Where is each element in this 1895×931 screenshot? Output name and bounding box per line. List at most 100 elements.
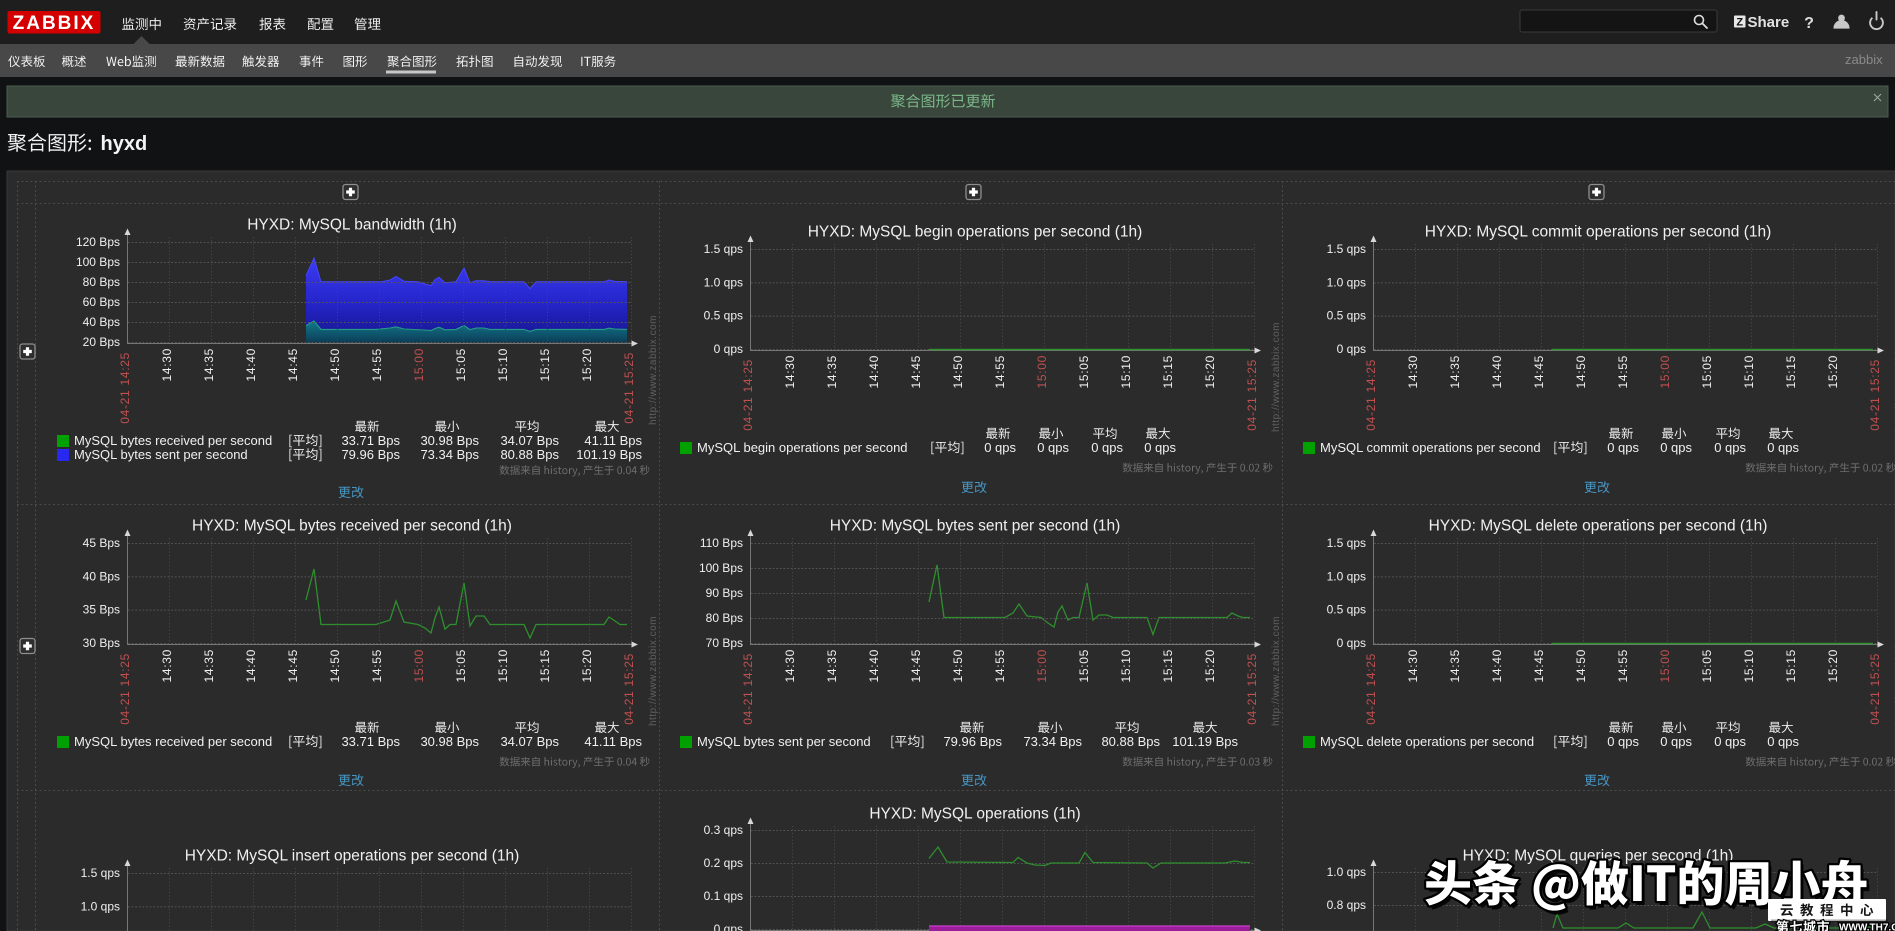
svg-text:45 Bps: 45 Bps — [83, 536, 120, 550]
svg-text:HYXD: MySQL commit operations: HYXD: MySQL commit operations per second… — [1425, 224, 1772, 241]
svg-text:15:15: 15:15 — [1161, 649, 1175, 683]
svg-text:HYXD: MySQL begin operations p: HYXD: MySQL begin operations per second … — [808, 224, 1143, 241]
svg-text:15:05: 15:05 — [1077, 355, 1091, 389]
svg-text:04-21 14:25: 04-21 14:25 — [118, 352, 132, 424]
svg-text:15:00: 15:00 — [1658, 649, 1672, 683]
svg-text:0 qps: 0 qps — [1714, 734, 1746, 749]
svg-text:15:00: 15:00 — [1658, 355, 1672, 389]
svg-text:15:15: 15:15 — [538, 348, 552, 382]
svg-text:0.1 qps: 0.1 qps — [704, 889, 743, 903]
svg-text:0.5 qps: 0.5 qps — [1327, 603, 1366, 617]
svg-text:30.98 Bps: 30.98 Bps — [420, 433, 479, 448]
svg-text:14:50: 14:50 — [328, 649, 342, 683]
svg-text:101.19 Bps: 101.19 Bps — [1172, 734, 1238, 749]
svg-text:MySQL begin operations per sec: MySQL begin operations per second — [697, 440, 908, 455]
svg-text:15:05: 15:05 — [1700, 355, 1714, 389]
svg-text:14:30: 14:30 — [1406, 355, 1420, 389]
svg-text:14:50: 14:50 — [1574, 649, 1588, 683]
svg-text:15:10: 15:10 — [496, 348, 510, 382]
svg-text:14:30: 14:30 — [783, 355, 797, 389]
svg-text:1.5 qps: 1.5 qps — [81, 866, 120, 880]
svg-text:15:05: 15:05 — [1077, 649, 1091, 683]
svg-text:0.3 qps: 0.3 qps — [704, 823, 743, 837]
svg-text:15:20: 15:20 — [580, 649, 594, 683]
svg-text:14:50: 14:50 — [1574, 355, 1588, 389]
svg-text:14:45: 14:45 — [286, 348, 300, 382]
svg-text:80 Bps: 80 Bps — [83, 275, 120, 289]
svg-text:1.0 qps: 1.0 qps — [1327, 275, 1366, 289]
svg-text:15:20: 15:20 — [1826, 649, 1840, 683]
svg-text:0 qps: 0 qps — [1091, 440, 1123, 455]
svg-text:1.5 qps: 1.5 qps — [704, 242, 743, 256]
svg-text:04-21 14:25: 04-21 14:25 — [1364, 653, 1378, 725]
svg-text:15:20: 15:20 — [580, 348, 594, 382]
svg-text:15:05: 15:05 — [454, 348, 468, 382]
svg-text:14:45: 14:45 — [909, 355, 923, 389]
svg-text:HYXD: MySQL bytes sent per sec: HYXD: MySQL bytes sent per second (1h) — [830, 518, 1121, 535]
svg-text:HYXD: MySQL queries per second: HYXD: MySQL queries per second (1h) — [1463, 848, 1734, 865]
svg-text:33.71 Bps: 33.71 Bps — [341, 734, 400, 749]
svg-text:http://www.zabbix.com: http://www.zabbix.com — [1271, 616, 1282, 726]
svg-text:0 qps: 0 qps — [1337, 636, 1366, 650]
svg-text:15:15: 15:15 — [1161, 355, 1175, 389]
svg-text:73.34 Bps: 73.34 Bps — [420, 447, 479, 462]
svg-text:1.0 qps: 1.0 qps — [81, 899, 120, 913]
svg-text:MySQL bytes received per secon: MySQL bytes received per second — [74, 734, 272, 749]
svg-text:14:55: 14:55 — [1616, 355, 1630, 389]
svg-text:15:15: 15:15 — [1784, 355, 1798, 389]
svg-text:ZABBIX: ZABBIX — [13, 13, 96, 34]
svg-text:80.88 Bps: 80.88 Bps — [1101, 734, 1160, 749]
svg-text:0.5 qps: 0.5 qps — [1327, 309, 1366, 323]
svg-text:1.0 qps: 1.0 qps — [1327, 865, 1366, 879]
svg-text:04-21 15:25: 04-21 15:25 — [1868, 653, 1882, 725]
svg-text:http://www.zabbix.com: http://www.zabbix.com — [648, 315, 659, 425]
svg-text:WWW.TH7.CN: WWW.TH7.CN — [1839, 923, 1895, 931]
svg-text:90 Bps: 90 Bps — [706, 586, 743, 600]
svg-text:MySQL delete operations per se: MySQL delete operations per second — [1320, 734, 1534, 749]
svg-text:14:55: 14:55 — [993, 649, 1007, 683]
svg-text:70 Bps: 70 Bps — [706, 636, 743, 650]
svg-text:15:15: 15:15 — [538, 649, 552, 683]
svg-text:60 Bps: 60 Bps — [83, 295, 120, 309]
svg-text:0 qps: 0 qps — [1767, 734, 1799, 749]
svg-text:14:30: 14:30 — [160, 348, 174, 382]
svg-text:04-21 15:25: 04-21 15:25 — [1868, 359, 1882, 431]
svg-text:0 qps: 0 qps — [1714, 440, 1746, 455]
svg-text:0 qps: 0 qps — [984, 440, 1016, 455]
svg-text:14:30: 14:30 — [783, 649, 797, 683]
svg-text:0 qps: 0 qps — [1660, 734, 1692, 749]
svg-text:14:40: 14:40 — [1490, 355, 1504, 389]
svg-text:30 Bps: 30 Bps — [83, 636, 120, 650]
svg-text:0 qps: 0 qps — [714, 922, 743, 931]
svg-text:14:45: 14:45 — [1532, 649, 1546, 683]
svg-text:HYXD: MySQL bandwidth (1h): HYXD: MySQL bandwidth (1h) — [247, 217, 457, 234]
svg-text:14:50: 14:50 — [951, 355, 965, 389]
svg-text:120 Bps: 120 Bps — [76, 235, 120, 249]
svg-text:15:10: 15:10 — [1742, 649, 1756, 683]
svg-text:0 qps: 0 qps — [1607, 440, 1639, 455]
svg-text:15:05: 15:05 — [454, 649, 468, 683]
svg-text:14:45: 14:45 — [286, 649, 300, 683]
svg-text:Share: Share — [1748, 14, 1790, 31]
svg-text:100 Bps: 100 Bps — [76, 255, 120, 269]
svg-text:?: ? — [1804, 15, 1814, 32]
svg-text:40 Bps: 40 Bps — [83, 569, 120, 583]
svg-text:15:00: 15:00 — [412, 348, 426, 382]
svg-text:0 qps: 0 qps — [1767, 440, 1799, 455]
svg-text:0.5 qps: 0.5 qps — [704, 309, 743, 323]
svg-text:14:55: 14:55 — [370, 348, 384, 382]
svg-text:1.5 qps: 1.5 qps — [1327, 242, 1366, 256]
svg-text:15:10: 15:10 — [1742, 355, 1756, 389]
svg-text:0 qps: 0 qps — [1144, 440, 1176, 455]
svg-text:41.11 Bps: 41.11 Bps — [584, 433, 642, 448]
svg-text:15:10: 15:10 — [1119, 355, 1133, 389]
svg-text:0 qps: 0 qps — [1607, 734, 1639, 749]
svg-text:79.96 Bps: 79.96 Bps — [341, 447, 400, 462]
svg-text:14:50: 14:50 — [328, 348, 342, 382]
svg-text:15:00: 15:00 — [1035, 355, 1049, 389]
svg-text:04-21 15:25: 04-21 15:25 — [1245, 653, 1259, 725]
svg-text:04-21 15:25: 04-21 15:25 — [622, 653, 636, 725]
svg-text:15:20: 15:20 — [1203, 355, 1217, 389]
svg-text:http://www.zabbix.com: http://www.zabbix.com — [648, 616, 659, 726]
svg-text:HYXD: MySQL insert operations: HYXD: MySQL insert operations per second… — [185, 848, 520, 865]
